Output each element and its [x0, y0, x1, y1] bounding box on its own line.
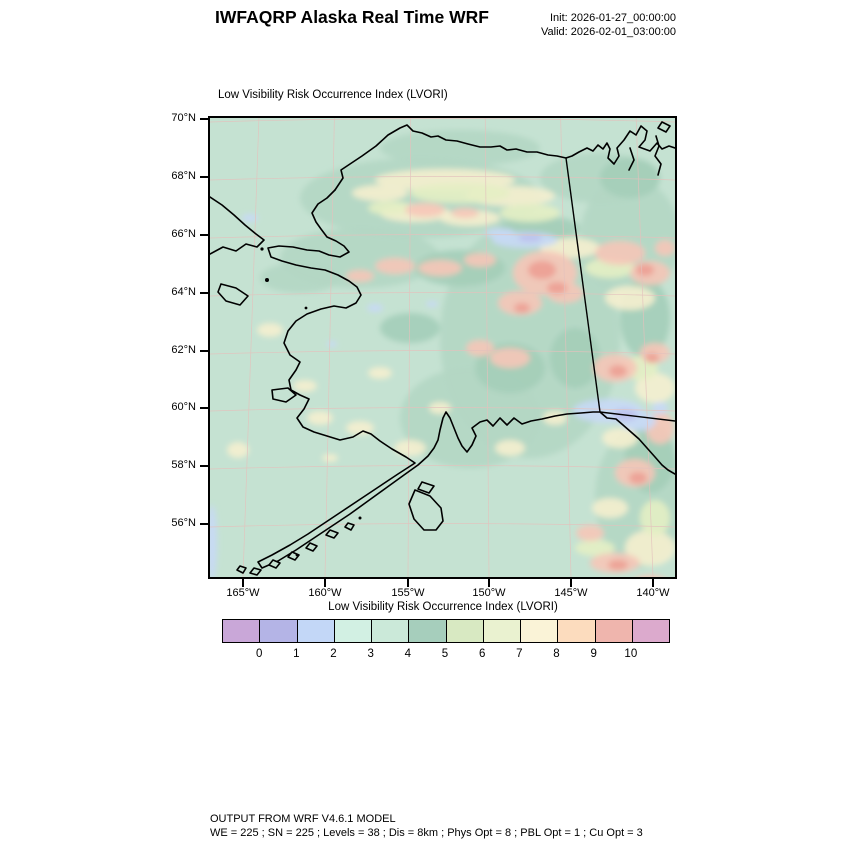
y-tick-mark [200, 176, 208, 178]
run-times: Init: 2026-01-27_00:00:00 Valid: 2026-02… [480, 11, 676, 39]
y-tick-mark [200, 407, 208, 409]
y-tick-label: 70°N [171, 112, 196, 124]
colorbar [222, 619, 670, 643]
colorbar-cell [371, 620, 409, 642]
colorbar-tick-label: 3 [367, 648, 374, 660]
x-tick-mark [242, 579, 244, 587]
colorbar-tick-label: 6 [478, 648, 486, 660]
colorbar-tick-label: 4 [404, 648, 412, 660]
x-tick-mark [570, 579, 572, 587]
map-canvas [208, 116, 677, 579]
plot-title: Low Visibility Risk Occurrence Index (LV… [218, 89, 448, 101]
x-tick-label: 145°W [554, 587, 588, 599]
model-info: OUTPUT FROM WRF V4.6.1 MODEL WE = 225 ; … [210, 812, 643, 840]
colorbar-tick-label: 8 [553, 648, 560, 660]
colorbar-cell [445, 620, 483, 642]
y-tick-label: 68°N [171, 170, 196, 182]
y-tick-mark [200, 234, 208, 236]
model-info-line2: WE = 225 ; SN = 225 ; Levels = 38 ; Dis … [210, 827, 643, 839]
colorbar-cell [223, 620, 260, 642]
y-tick-mark [200, 292, 208, 294]
political-border [565, 157, 675, 422]
y-tick-mark [200, 350, 208, 352]
colorbar-tick-label: 0 [255, 648, 263, 660]
x-tick-label: 155°W [391, 587, 425, 599]
colorbar-tick-label: 1 [293, 648, 300, 660]
x-tick-label: 160°W [308, 587, 342, 599]
y-tick-label: 66°N [171, 228, 196, 240]
colorbar-tick-label: 10 [624, 648, 638, 660]
x-tick-label: 165°W [226, 587, 260, 599]
colorbar-title: Low Visibility Risk Occurrence Index (LV… [328, 601, 558, 613]
coastline [210, 121, 675, 576]
y-tick-label: 64°N [171, 286, 196, 298]
x-tick-label: 140°W [636, 587, 670, 599]
y-tick-label: 62°N [171, 344, 196, 356]
alaska-lvori-map [210, 118, 675, 577]
colorbar-tick-label: 2 [330, 648, 337, 660]
y-tick-mark [200, 465, 208, 467]
x-tick-mark [488, 579, 490, 587]
x-tick-mark [652, 579, 654, 587]
model-info-line1: OUTPUT FROM WRF V4.6.1 MODEL [210, 813, 396, 825]
graticule [210, 118, 675, 577]
colorbar-cell [594, 620, 632, 642]
x-tick-mark [324, 579, 326, 587]
valid-time: Valid: 2026-02-01_03:00:00 [541, 26, 676, 38]
colorbar-tick-label: 9 [590, 648, 597, 660]
colorbar-cell [482, 620, 520, 642]
colorbar-cell [557, 620, 595, 642]
page-title: IWFAQRP Alaska Real Time WRF [215, 7, 489, 27]
y-tick-mark [200, 523, 208, 525]
colorbar-cell [296, 620, 334, 642]
colorbar-cell [520, 620, 558, 642]
colorbar-tick-label: 7 [516, 648, 523, 660]
colorbar-cell [408, 620, 446, 642]
y-tick-mark [200, 118, 208, 120]
colorbar-tick-label: 5 [441, 648, 449, 660]
x-tick-label: 150°W [472, 587, 506, 599]
y-tick-label: 56°N [171, 517, 196, 529]
x-tick-mark [407, 579, 409, 587]
colorbar-cell [333, 620, 371, 642]
init-time: Init: 2026-01-27_00:00:00 [550, 12, 676, 24]
colorbar-cell [631, 620, 669, 642]
y-tick-label: 60°N [171, 401, 196, 413]
y-tick-label: 58°N [171, 459, 196, 471]
colorbar-cell [259, 620, 297, 642]
